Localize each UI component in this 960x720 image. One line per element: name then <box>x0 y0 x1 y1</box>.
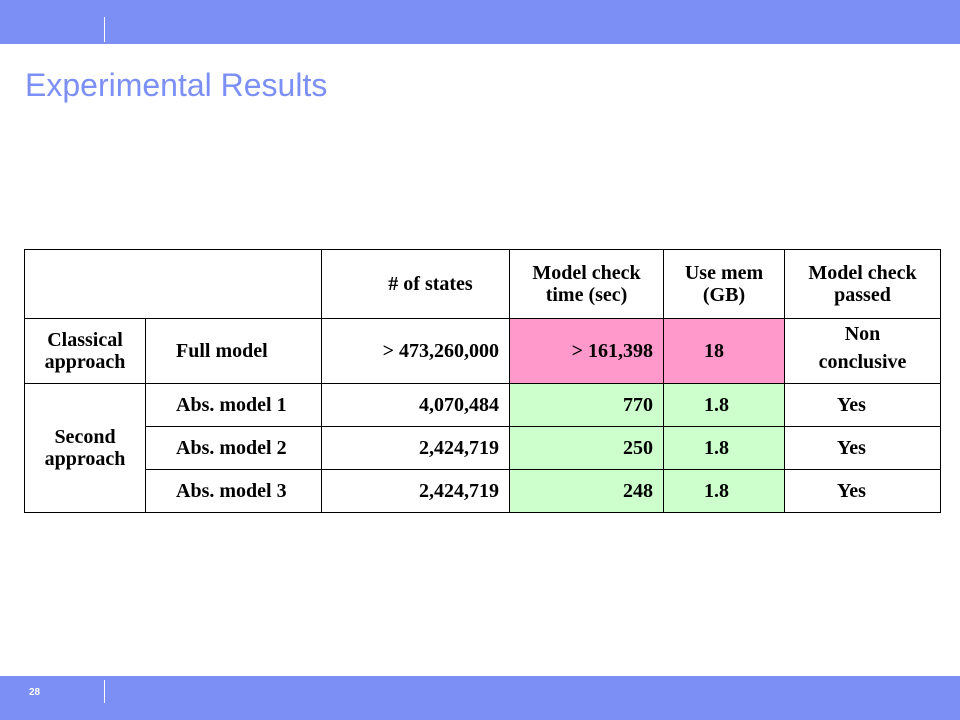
passed-value: Yes <box>784 383 941 427</box>
results-table: # of states Model check time (sec) Use me… <box>24 249 941 513</box>
time-value: 248 <box>509 469 664 513</box>
header-empty-cell <box>24 249 322 319</box>
table-row: Abs. model 2 2,424,719 250 1.8 Yes <box>25 426 941 470</box>
states-value: > 473,260,000 <box>321 318 510 384</box>
model-name: Full model <box>145 318 322 384</box>
header-time: Model check time (sec) <box>509 249 664 319</box>
bottom-bar: 28 <box>0 676 960 720</box>
mem-value: 1.8 <box>663 469 785 513</box>
states-value: 4,070,484 <box>321 383 510 427</box>
model-name: Abs. model 3 <box>145 469 322 513</box>
header-passed: Model check passed <box>784 249 941 319</box>
mem-value: 1.8 <box>663 426 785 470</box>
header-mem: Use mem (GB) <box>663 249 785 319</box>
bottom-bar-divider <box>104 680 105 703</box>
passed-value: Yes <box>784 426 941 470</box>
passed-value: Non conclusive <box>784 318 941 384</box>
slide-title: Experimental Results <box>25 67 328 103</box>
table-row: Abs. model 3 2,424,719 248 1.8 Yes <box>25 469 941 513</box>
table-row: Classical approach Full model > 473,260,0… <box>24 318 941 384</box>
mem-value: 18 <box>663 318 785 384</box>
top-bar-divider <box>104 17 105 42</box>
table-row: Second approach Abs. model 1 4,070,484 77… <box>24 383 941 513</box>
group-second: Second approach <box>24 383 146 513</box>
time-value: > 161,398 <box>509 318 664 384</box>
passed-value: Yes <box>784 469 941 513</box>
mem-value: 1.8 <box>663 383 785 427</box>
group-classical: Classical approach <box>24 318 146 384</box>
states-value: 2,424,719 <box>321 469 510 513</box>
model-name: Abs. model 2 <box>145 426 322 470</box>
page-number: 28 <box>29 687 41 698</box>
top-bar <box>0 0 960 44</box>
time-value: 770 <box>509 383 664 427</box>
header-states: # of states <box>321 249 510 319</box>
states-value: 2,424,719 <box>321 426 510 470</box>
header-row: # of states Model check time (sec) Use me… <box>24 249 941 319</box>
model-name: Abs. model 1 <box>145 383 322 427</box>
time-value: 250 <box>509 426 664 470</box>
